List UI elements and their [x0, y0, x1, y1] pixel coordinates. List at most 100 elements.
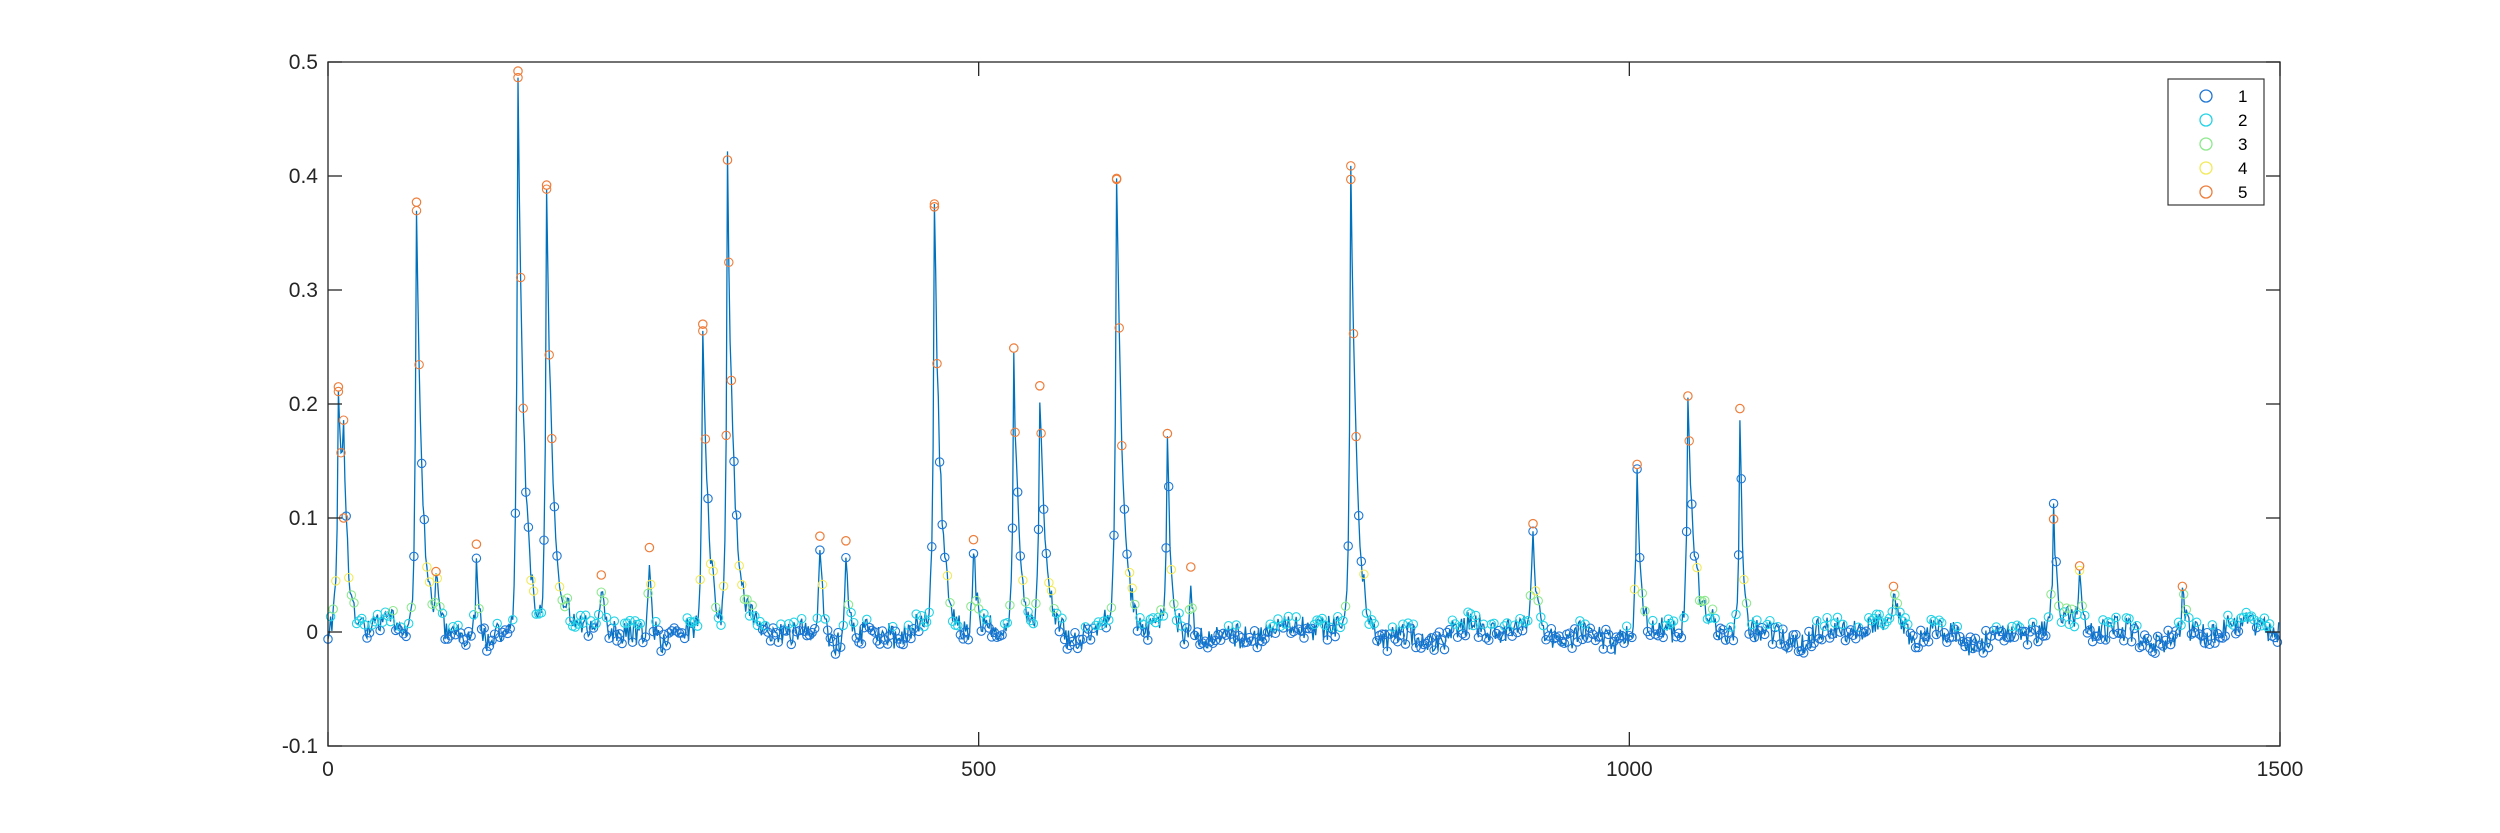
- data-point: [937, 519, 947, 530]
- data-point: [1973, 642, 1983, 652]
- data-point: [1192, 627, 1203, 637]
- data-point: [1078, 634, 1088, 644]
- data-point: [562, 593, 573, 603]
- data-point: [1252, 642, 1262, 653]
- data-point: [1882, 616, 1892, 627]
- data-point: [1710, 613, 1720, 624]
- data-point: [1559, 638, 1570, 649]
- data-point: [2163, 625, 2173, 636]
- data-point: [1778, 624, 1788, 634]
- data-point: [1174, 608, 1184, 618]
- data-point: [1049, 603, 1059, 614]
- data-point: [573, 619, 583, 629]
- data-point: [1918, 637, 1929, 647]
- data-point: [708, 566, 718, 576]
- data-point: [2134, 642, 2145, 653]
- data-point: [1811, 615, 1822, 626]
- data-point: [2100, 635, 2111, 645]
- data-point: [560, 601, 570, 612]
- data-point: [1119, 504, 1130, 514]
- data-point: [742, 594, 752, 605]
- data-point: [2108, 629, 2119, 640]
- data-point: [1124, 567, 1135, 578]
- data-point: [440, 634, 450, 644]
- data-point: [2272, 637, 2283, 647]
- data-point: [2046, 589, 2056, 600]
- data-point: [1400, 639, 1411, 649]
- data-point: [882, 639, 893, 649]
- data-point: [2085, 625, 2095, 635]
- legend-label-1: 1: [2238, 87, 2247, 106]
- data-point: [1598, 644, 1609, 654]
- data-point: [2262, 621, 2272, 632]
- x-tick-label: 1500: [2257, 758, 2304, 781]
- data-point: [458, 634, 469, 645]
- data-point: [625, 615, 635, 626]
- data-point: [794, 625, 804, 636]
- data-point: [1148, 613, 1158, 623]
- peak-point: [1683, 391, 1693, 401]
- data-point: [1023, 606, 1033, 617]
- data-point: [1611, 632, 1622, 642]
- data-point: [1629, 584, 1640, 595]
- data-point: [645, 579, 656, 590]
- legend-label-4: 4: [2238, 159, 2247, 178]
- data-point: [1546, 623, 1557, 634]
- data-point: [768, 623, 778, 633]
- data-point: [1593, 632, 1603, 642]
- peak-point: [929, 202, 940, 212]
- data-point: [583, 631, 594, 641]
- data-point: [906, 633, 916, 644]
- data-point: [1575, 616, 1585, 626]
- data-point: [1796, 645, 1806, 656]
- data-point: [1054, 626, 1065, 637]
- data-point: [2132, 620, 2142, 631]
- data-point: [432, 573, 443, 584]
- data-point: [1648, 615, 1658, 626]
- data-point: [1007, 523, 1018, 533]
- data-point: [1012, 487, 1023, 497]
- y-tick-label: 0: [306, 621, 318, 644]
- data-point: [2217, 633, 2228, 643]
- data-point: [2173, 617, 2184, 628]
- data-point: [1523, 616, 1533, 626]
- legend: 1 2 3 4 5: [2167, 78, 2265, 206]
- data-point: [487, 635, 497, 646]
- data-point: [2012, 620, 2022, 630]
- legend-marker-4: [2199, 161, 2213, 175]
- peak-point: [2048, 514, 2059, 524]
- data-point: [510, 508, 521, 519]
- data-point: [1286, 628, 1296, 639]
- data-point: [1351, 431, 1361, 442]
- peak-point: [2074, 561, 2085, 571]
- data-point: [971, 595, 981, 606]
- data-point: [2264, 619, 2275, 629]
- data-point: [648, 626, 659, 637]
- data-point: [336, 448, 346, 458]
- data-point: [2082, 628, 2093, 638]
- data-point: [1361, 608, 1372, 618]
- legend-box: [2167, 78, 2265, 206]
- data-point: [1015, 551, 1026, 561]
- data-point: [1359, 569, 1369, 579]
- data-point: [1484, 635, 1494, 646]
- data-point: [1330, 631, 1340, 642]
- data-point: [406, 602, 417, 613]
- legend-label-3: 3: [2238, 135, 2247, 154]
- data-point: [1249, 626, 1260, 636]
- data-point: [557, 595, 567, 605]
- data-point: [635, 618, 646, 629]
- data-point: [1234, 630, 1244, 641]
- data-point: [1741, 598, 1752, 608]
- data-point: [1473, 632, 1484, 643]
- peak-point: [841, 535, 851, 546]
- peak-point: [1888, 581, 1899, 592]
- data-point: [1179, 639, 1190, 649]
- peak-point: [1035, 380, 1045, 391]
- data-point: [1936, 618, 1947, 628]
- data-point: [500, 625, 510, 635]
- data-point: [1744, 629, 1754, 639]
- data-point: [1637, 588, 1648, 598]
- data-point: [1957, 636, 1968, 647]
